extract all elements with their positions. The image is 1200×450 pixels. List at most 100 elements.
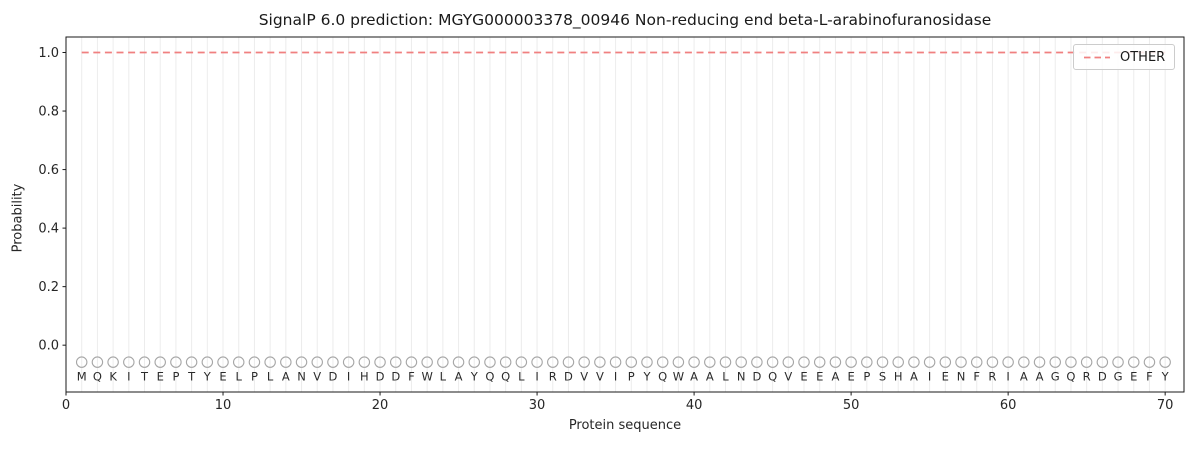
residue-marker xyxy=(861,356,873,368)
residue-letter: F xyxy=(973,369,980,383)
residue-marker xyxy=(735,356,747,368)
residue-marker xyxy=(358,356,371,368)
residue-letter: W xyxy=(421,369,432,383)
residue-letter: Q xyxy=(1066,369,1075,383)
residue-marker xyxy=(656,356,669,368)
residue-letter: E xyxy=(1130,369,1137,383)
residue-letter: D xyxy=(376,369,385,383)
residue-marker xyxy=(986,356,999,368)
residue-marker xyxy=(876,356,889,368)
legend-label-other: OTHER xyxy=(1120,49,1166,65)
residue-marker xyxy=(955,356,967,368)
residue-marker xyxy=(91,356,104,368)
residue-letter: Q xyxy=(501,369,510,383)
residue-letter: Y xyxy=(1161,369,1170,383)
residue-marker xyxy=(499,356,512,368)
residue-marker xyxy=(578,356,590,368)
residue-letter: R xyxy=(1083,369,1091,383)
x-tick-label: 60 xyxy=(1000,398,1017,413)
residue-marker xyxy=(295,356,308,368)
y-tick-label: 0.4 xyxy=(38,222,59,237)
y-axis-label: Probability xyxy=(10,183,26,253)
residue-letter: V xyxy=(784,369,792,383)
residue-letter: K xyxy=(109,369,117,383)
x-tick-label: 70 xyxy=(1157,398,1174,413)
residue-letter: P xyxy=(863,369,870,383)
residue-letter: A xyxy=(706,369,714,383)
residue-marker xyxy=(185,356,198,368)
residue-letter: N xyxy=(957,369,966,383)
residue-marker xyxy=(217,356,229,368)
residue-letter: Q xyxy=(768,369,777,383)
residue-letter: I xyxy=(928,369,931,383)
residue-letter: L xyxy=(236,369,243,383)
residue-letter: Y xyxy=(470,369,479,383)
residue-letter: F xyxy=(1146,369,1153,383)
residue-letter: E xyxy=(942,369,949,383)
residue-marker xyxy=(531,356,543,368)
x-tick-label: 20 xyxy=(372,398,389,413)
residue-letter: D xyxy=(564,369,573,383)
residue-letter: A xyxy=(1036,369,1044,383)
residue-marker xyxy=(437,356,449,368)
residue-marker xyxy=(248,356,261,368)
residue-marker xyxy=(342,356,355,368)
x-tick-label: 30 xyxy=(529,398,546,413)
residue-letter: L xyxy=(722,369,729,383)
residue-marker xyxy=(405,356,418,368)
residue-marker xyxy=(327,356,339,368)
residue-marker xyxy=(468,356,481,368)
residue-letter: L xyxy=(440,369,447,383)
y-tick-label: 0.2 xyxy=(38,280,59,295)
residue-letter: N xyxy=(297,369,306,383)
residue-letter: A xyxy=(455,369,463,383)
residue-marker xyxy=(766,356,779,368)
residue-letter: D xyxy=(1098,369,1107,383)
residue-letter: V xyxy=(580,369,588,383)
legend: OTHER xyxy=(1073,44,1176,70)
residue-letter: V xyxy=(596,369,604,383)
residue-marker xyxy=(1033,356,1046,368)
residue-letter: D xyxy=(752,369,761,383)
residue-marker xyxy=(798,356,810,368)
residue-letter: L xyxy=(267,369,274,383)
residue-marker xyxy=(1018,356,1030,368)
residue-letter: V xyxy=(313,369,321,383)
residue-letter: S xyxy=(879,369,886,383)
residue-letter: A xyxy=(690,369,698,383)
residue-letter: E xyxy=(157,369,164,383)
residue-letter: I xyxy=(347,369,350,383)
residue-marker xyxy=(688,356,700,368)
residue-letter: L xyxy=(518,369,525,383)
x-axis-label: Protein sequence xyxy=(568,418,682,433)
residue-letter: F xyxy=(408,369,415,383)
residue-letter: R xyxy=(988,369,996,383)
legend-dashed-line-icon xyxy=(1084,56,1110,58)
residue-marker xyxy=(1065,356,1077,368)
residue-letter: R xyxy=(549,369,557,383)
residue-marker xyxy=(1143,356,1156,368)
residue-letter: G xyxy=(1114,369,1123,383)
y-tick-label: 0.8 xyxy=(38,105,59,120)
chart-title: SignalP 6.0 prediction: MGYG000003378_00… xyxy=(258,11,992,29)
y-tick-label: 1.0 xyxy=(38,46,59,61)
residue-letter: I xyxy=(614,369,617,383)
residue-letter: E xyxy=(219,369,226,383)
residue-marker xyxy=(311,356,323,368)
residue-letter: T xyxy=(187,369,196,383)
residue-marker xyxy=(562,356,575,368)
residue-marker xyxy=(170,356,182,368)
y-tick-label: 0.0 xyxy=(38,339,59,354)
residue-marker xyxy=(232,356,245,368)
residue-marker xyxy=(908,356,920,368)
residue-letter: I xyxy=(1006,369,1009,383)
residue-marker xyxy=(625,356,638,368)
x-tick-label: 40 xyxy=(686,398,703,413)
residue-marker xyxy=(594,356,606,368)
residue-letter: G xyxy=(1051,369,1060,383)
axes-spines xyxy=(65,36,1185,393)
residue-marker xyxy=(374,356,386,368)
residue-marker xyxy=(892,356,904,368)
